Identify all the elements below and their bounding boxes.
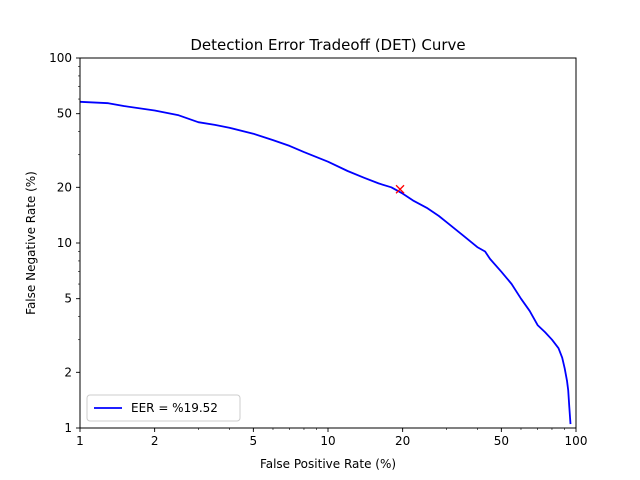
x-axis-label: False Positive Rate (%) [260, 457, 396, 471]
chart-title: Detection Error Tradeoff (DET) Curve [190, 36, 465, 54]
x-tick-label: 100 [565, 434, 588, 448]
legend: EER = %19.52 [86, 394, 241, 422]
x-tick-label: 20 [395, 434, 410, 448]
plot-area [80, 58, 576, 428]
y-tick-label: 50 [57, 107, 72, 121]
legend-box [86, 394, 241, 422]
plot-frame [79, 57, 577, 429]
y-tick-label: 5 [64, 292, 72, 306]
x-tick-label: 50 [494, 434, 509, 448]
y-tick-label: 20 [57, 180, 72, 194]
x-tick-label: 1 [76, 434, 84, 448]
y-tick-label: 10 [57, 236, 72, 250]
eer-marker-stroke [395, 184, 405, 194]
y-axis-label: False Negative Rate (%) [24, 171, 38, 315]
y-tick-label: 100 [49, 51, 72, 65]
y-tick-label: 1 [64, 421, 72, 435]
legend-label: EER = %19.52 [131, 401, 218, 415]
x-tick-label: 5 [250, 434, 258, 448]
y-tick-label: 2 [64, 365, 72, 379]
series-layer [79, 100, 572, 425]
det-curve-line [79, 100, 572, 425]
ticks: 1 2 5 10 20 50 100 1 2 5 10 20 50 100 [49, 51, 587, 448]
x-tick-label: 10 [320, 434, 335, 448]
x-tick-label: 2 [151, 434, 159, 448]
eer-marker [395, 184, 405, 194]
